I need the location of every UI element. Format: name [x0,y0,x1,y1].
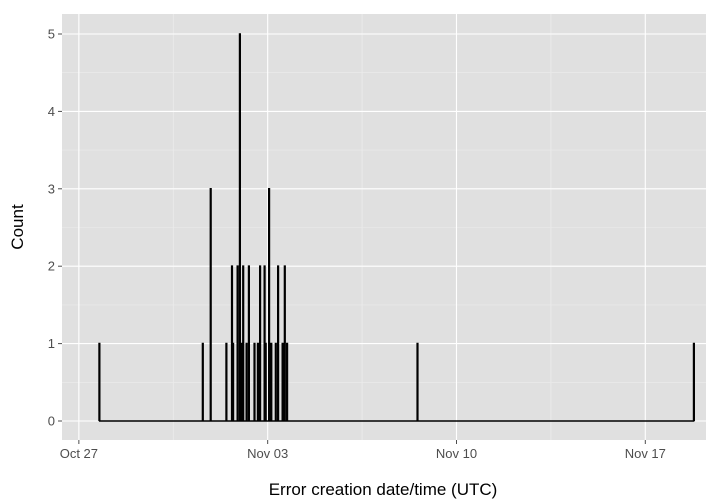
panel-background [62,14,706,440]
y-tick-label: 1 [48,336,55,351]
x-tick-label: Nov 17 [625,446,666,461]
y-axis-title: Count [8,204,27,250]
y-tick-label: 3 [48,181,55,196]
x-tick-label: Nov 10 [436,446,477,461]
y-tick-label: 4 [48,104,55,119]
y-tick-label: 5 [48,27,55,42]
x-tick-label: Nov 03 [247,446,288,461]
y-tick-label: 2 [48,259,55,274]
y-axis: 0 1 2 3 4 5 [48,27,62,429]
x-axis-title: Error creation date/time (UTC) [269,480,498,499]
x-axis: Oct 27 Nov 03 Nov 10 Nov 17 [60,440,666,461]
x-tick-label: Oct 27 [60,446,98,461]
y-tick-label: 0 [48,414,55,429]
series-line [98,33,695,422]
grid-minor [62,14,706,440]
